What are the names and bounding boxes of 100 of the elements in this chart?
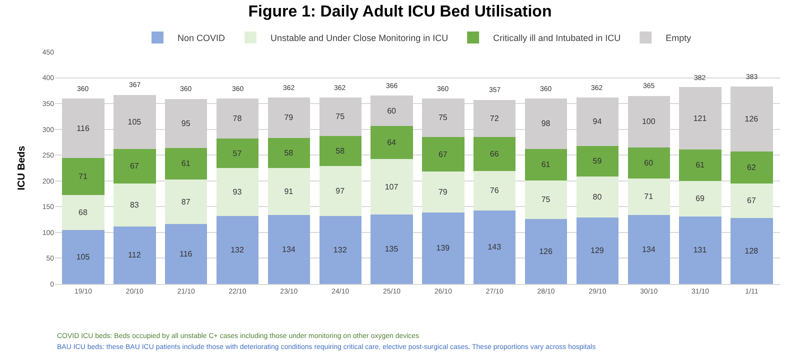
data-label: 58 (284, 148, 294, 158)
data-label: 57 (232, 148, 242, 158)
data-label: 60 (387, 106, 397, 116)
bar (730, 218, 773, 284)
data-label: 61 (181, 159, 191, 168)
data-label: 132 (333, 245, 348, 254)
bar (679, 180, 722, 216)
bar (370, 214, 413, 284)
data-label: 105 (76, 252, 90, 262)
bar (474, 171, 516, 210)
data-label: 94 (592, 117, 602, 126)
data-label: 60 (644, 158, 654, 168)
bar (576, 176, 619, 218)
data-label: 128 (744, 246, 759, 256)
data-label: 131 (693, 246, 708, 255)
bar (165, 148, 208, 180)
data-label: 67 (746, 196, 756, 206)
data-label: 135 (384, 244, 399, 254)
data-label: 61 (696, 160, 706, 170)
bar (165, 224, 208, 284)
bar (216, 168, 259, 216)
bar (679, 216, 722, 284)
data-label: 72 (490, 114, 500, 124)
y-axis-title: ICU Beds (16, 145, 28, 190)
data-label: 98 (541, 119, 551, 128)
legend-label: Unstable and Under Close Monitoring in ICU (270, 33, 448, 44)
bar (628, 178, 670, 215)
bar (422, 172, 464, 212)
data-label: 78 (232, 114, 242, 124)
data-label: 80 (592, 192, 602, 202)
data-label: 67 (438, 150, 448, 159)
bar (730, 183, 773, 218)
bar (524, 148, 568, 180)
data-label: 132 (230, 245, 244, 254)
bar (628, 214, 670, 284)
data-label: 75 (438, 113, 448, 122)
data-label: 58 (336, 146, 346, 156)
bar (216, 138, 259, 168)
bar (576, 146, 619, 176)
bar (319, 166, 362, 216)
data-label: 121 (693, 114, 708, 123)
bar (628, 147, 670, 178)
data-label: 105 (128, 117, 142, 126)
data-label: 129 (590, 246, 604, 256)
data-label: 62 (746, 162, 756, 172)
data-label: 97 (336, 186, 346, 196)
bar (319, 136, 362, 166)
bar (165, 179, 208, 224)
data-label: 139 (436, 244, 450, 253)
data-label: 76 (490, 186, 500, 196)
bar (268, 138, 310, 168)
data-label: 71 (78, 172, 88, 182)
data-label: 68 (78, 208, 88, 217)
data-label: 64 (387, 138, 397, 148)
bar (730, 152, 773, 184)
data-label: 87 (181, 197, 191, 206)
bar (268, 214, 310, 284)
bar (114, 183, 156, 226)
bar (524, 180, 568, 220)
legend-label: Non COVID (178, 33, 226, 44)
bar (370, 159, 413, 214)
data-label: 69 (696, 194, 706, 204)
bar (114, 148, 156, 184)
data-label: 83 (130, 200, 140, 210)
data-label: 100 (642, 117, 656, 126)
data-label: 75 (336, 112, 346, 122)
data-label: 95 (181, 118, 191, 128)
bar (679, 149, 722, 181)
data-label: 59 (592, 156, 602, 166)
bar (370, 126, 413, 160)
data-label: 93 (232, 187, 242, 196)
data-label: 112 (128, 250, 142, 260)
data-label: 126 (539, 247, 553, 256)
data-label: 66 (490, 150, 500, 159)
bar (474, 137, 516, 172)
data-label: 134 (282, 244, 296, 254)
bar (576, 217, 619, 284)
data-label: 143 (488, 242, 502, 252)
data-label: 79 (284, 113, 294, 122)
data-label: 67 (130, 162, 140, 171)
data-label: 134 (642, 244, 656, 254)
bar (524, 219, 568, 284)
bar (319, 216, 362, 284)
bar (62, 194, 104, 230)
bar (114, 226, 156, 284)
data-label: 126 (744, 114, 759, 124)
legend-label: Critically ill and Intubated in ICU (493, 33, 621, 44)
data-label: 91 (284, 186, 294, 196)
data-label: 61 (541, 160, 551, 170)
bar (268, 168, 310, 215)
bar (474, 210, 516, 284)
data-label: 107 (384, 182, 399, 192)
data-label: 79 (438, 187, 448, 196)
bar (62, 230, 104, 284)
bar (62, 158, 104, 195)
bar (422, 137, 464, 172)
data-label: 116 (76, 124, 90, 133)
data-label: 71 (644, 192, 654, 202)
bar (216, 216, 259, 284)
data-label: 75 (541, 195, 551, 204)
